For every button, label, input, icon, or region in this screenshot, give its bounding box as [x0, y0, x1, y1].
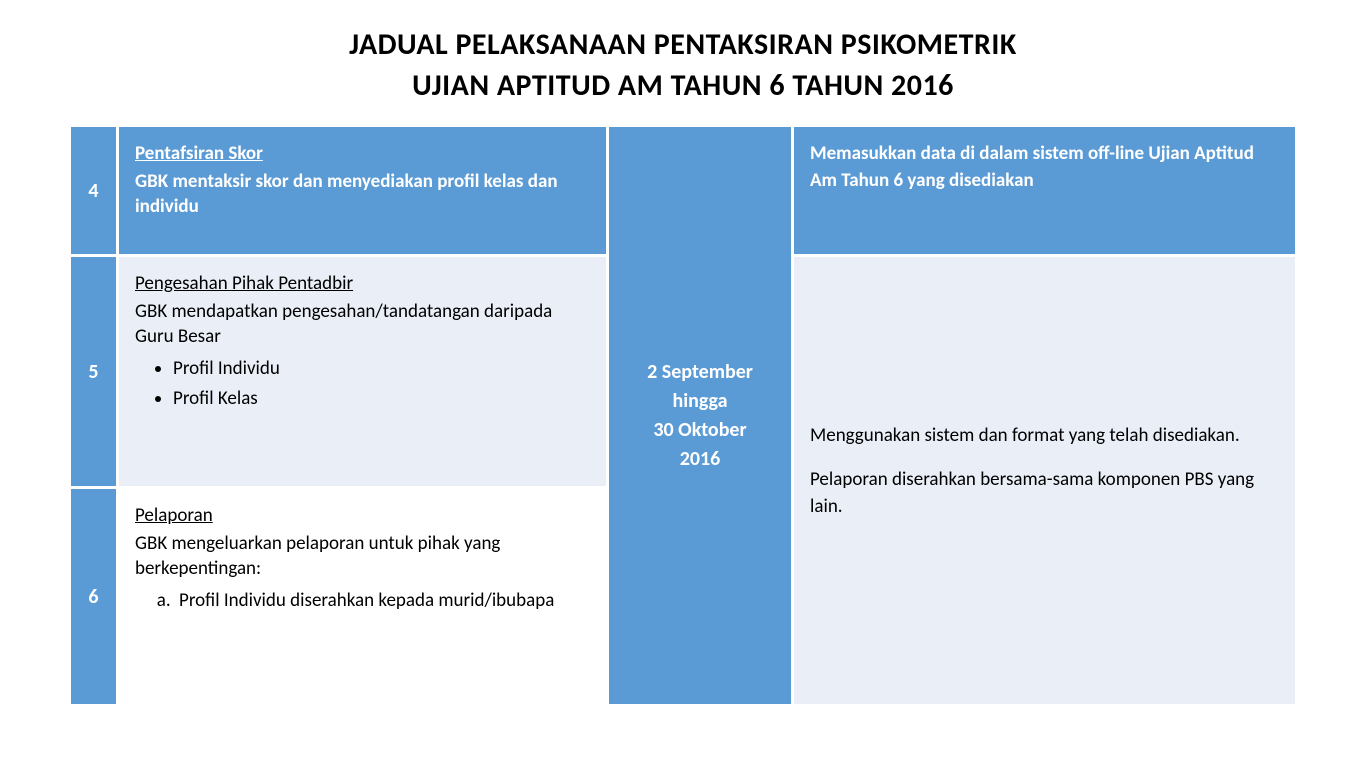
- note-block-cell: Menggunakan sistem dan format yang telah…: [793, 256, 1297, 706]
- row-number: 4: [70, 126, 118, 256]
- row-note: Memasukkan data di dalam sistem off-line…: [793, 126, 1297, 256]
- list-item: Profil Individu diserahkan kepada murid/…: [175, 586, 590, 616]
- row-body: GBK mengeluarkan pelaporan untuk pihak y…: [135, 531, 590, 582]
- date-line: hingga: [617, 387, 783, 416]
- alpha-list: Profil Individu diserahkan kepada murid/…: [175, 586, 590, 616]
- date-range-cell: 2 September hingga 30 Oktober 2016: [608, 126, 793, 706]
- list-item: Profil Kelas: [173, 384, 590, 414]
- note-paragraph: Menggunakan sistem dan format yang telah…: [810, 423, 1279, 450]
- row-heading: Pelaporan: [135, 503, 590, 529]
- row-heading: Pentafsiran Skor: [135, 141, 590, 167]
- schedule-table: 4 Pentafsiran Skor GBK mentaksir skor da…: [68, 124, 1298, 707]
- note-paragraph: Pelaporan diserahkan bersama-sama kompon…: [810, 467, 1279, 520]
- row-body: GBK mentaksir skor dan menyediakan profi…: [135, 169, 590, 220]
- row-heading: Pengesahan Pihak Pentadbir: [135, 271, 590, 297]
- title-line-1: JADUAL PELAKSANAAN PENTAKSIRAN PSIKOMETR…: [0, 25, 1366, 66]
- bullet-list: Profil Individu Profil Kelas: [173, 354, 590, 413]
- row-body: GBK mendapatkan pengesahan/tandatangan d…: [135, 299, 590, 350]
- date-line: 2 September: [617, 358, 783, 387]
- date-line: 30 Oktober: [617, 416, 783, 445]
- date-line: 2016: [617, 445, 783, 474]
- row-number: 5: [70, 256, 118, 488]
- row-description: Pentafsiran Skor GBK mentaksir skor dan …: [118, 126, 608, 256]
- row-number: 6: [70, 488, 118, 706]
- schedule-table-wrap: 4 Pentafsiran Skor GBK mentaksir skor da…: [0, 124, 1366, 707]
- page-title: JADUAL PELAKSANAAN PENTAKSIRAN PSIKOMETR…: [0, 25, 1366, 106]
- table-row: 4 Pentafsiran Skor GBK mentaksir skor da…: [70, 126, 1297, 256]
- row-description: Pengesahan Pihak Pentadbir GBK mendapatk…: [118, 256, 608, 488]
- row-description: Pelaporan GBK mengeluarkan pelaporan unt…: [118, 488, 608, 706]
- list-item: Profil Individu: [173, 354, 590, 384]
- title-line-2: UJIAN APTITUD AM TAHUN 6 TAHUN 2016: [0, 66, 1366, 107]
